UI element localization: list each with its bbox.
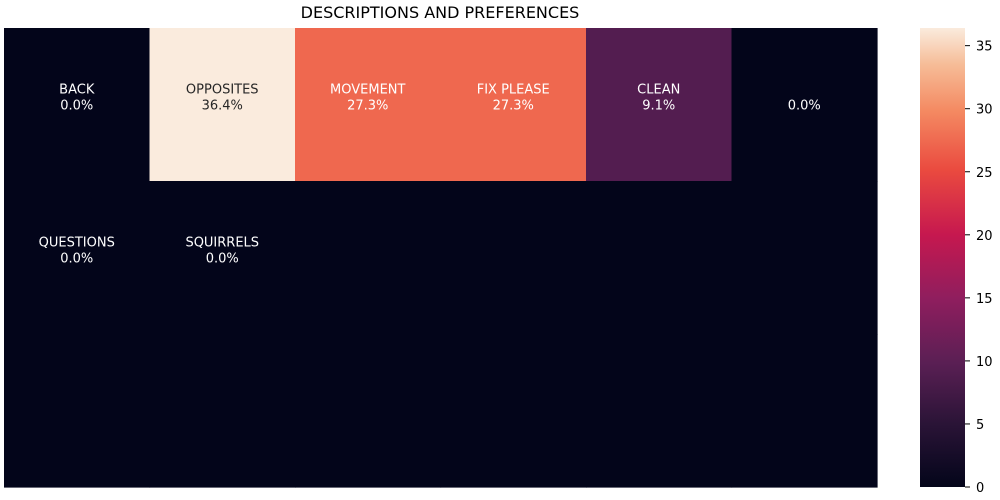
cell-value: 0.0% [206,252,239,267]
heatmap-cell [731,334,878,488]
colorbar-ticks: 0 5 10 15 20 25 30 35 [965,40,993,496]
cell-value: 9.1% [642,99,675,114]
heatmap-cell [4,181,151,335]
chart-title: DESCRIPTIONS AND PREFERENCES [301,3,580,22]
heatmap-cell [4,28,151,182]
heatmap-cell [295,28,442,182]
colorbar-tick-label: 10 [976,355,993,370]
cell-value: 0.0% [60,252,93,267]
heatmap-cell [295,181,442,335]
colorbar-tick-label: 25 [976,166,993,181]
cell-label: OPPOSITES [186,83,259,98]
cell-value: 0.0% [60,99,93,114]
heatmap-cells [4,28,878,488]
heatmap-cell [295,334,442,488]
heatmap-cell [586,334,733,488]
cell-label: BACK [59,83,95,98]
heatmap-cell [586,28,733,182]
colorbar-tick-label: 0 [976,481,984,496]
colorbar-tick-label: 20 [976,229,993,244]
colorbar-tick-label: 35 [976,40,993,55]
heatmap-cell [586,181,733,335]
cell-label: QUESTIONS [39,236,115,251]
colorbar [920,28,965,487]
heatmap-cell [149,28,296,182]
cell-label: MOVEMENT [330,83,405,98]
cell-label: SQUIRRELS [185,236,259,251]
cell-value: 27.3% [347,99,388,114]
heatmap-cell [149,181,296,335]
heatmap-cell [149,334,296,488]
heatmap-cell [4,334,151,488]
cell-value: 0.0% [788,99,821,114]
heatmap-cell [440,334,587,488]
colorbar-tick-label: 30 [976,103,993,118]
heatmap-cell [440,28,587,182]
cell-label: CLEAN [637,83,680,98]
cell-label: FIX PLEASE [477,83,550,98]
cell-value: 36.4% [202,99,243,114]
heatmap-cell [440,181,587,335]
colorbar-tick-label: 15 [976,292,993,307]
heatmap-cell [731,181,878,335]
colorbar-tick-label: 5 [976,418,984,433]
heatmap-cell [731,28,878,182]
cell-value: 27.3% [493,99,534,114]
